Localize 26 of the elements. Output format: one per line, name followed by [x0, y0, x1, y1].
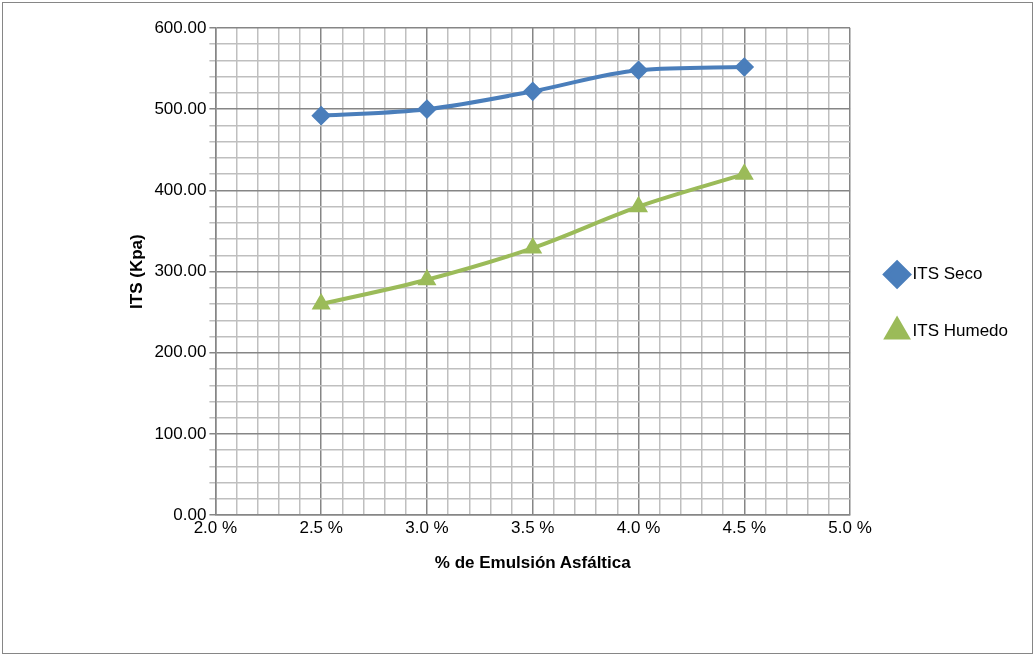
y-tick-label: 500.00	[154, 98, 207, 118]
point	[418, 270, 436, 286]
x-tick-label: 3.5 %	[510, 518, 555, 538]
x-tick-label: 4.5 %	[722, 518, 767, 538]
point	[417, 100, 436, 119]
point	[312, 106, 331, 125]
y-tick-label: 200.00	[154, 342, 207, 362]
y-axis-title: ITS (Kpa)	[126, 234, 146, 309]
point	[313, 295, 330, 310]
legend-label: ITS Seco	[912, 264, 983, 284]
x-tick-label: 2.5 %	[299, 518, 343, 538]
point	[630, 197, 647, 213]
point	[735, 57, 754, 76]
y-tick-label: 300.00	[154, 261, 207, 281]
legend-label: ITS Humedo	[912, 321, 1009, 341]
y-tick-label: 600.00	[154, 17, 207, 37]
y-tick-label: 100.00	[154, 423, 207, 443]
point	[523, 82, 542, 101]
point	[524, 239, 541, 254]
x-tick-label: 3.0 %	[405, 518, 449, 538]
x-tick-label: 4.0 %	[616, 518, 661, 538]
x-axis-title: % de Emulsión Asfáltica	[434, 553, 632, 573]
x-tick-label: 5.0 %	[828, 518, 872, 538]
point	[629, 61, 648, 80]
point	[736, 165, 753, 180]
y-tick-label: 400.00	[154, 180, 207, 200]
